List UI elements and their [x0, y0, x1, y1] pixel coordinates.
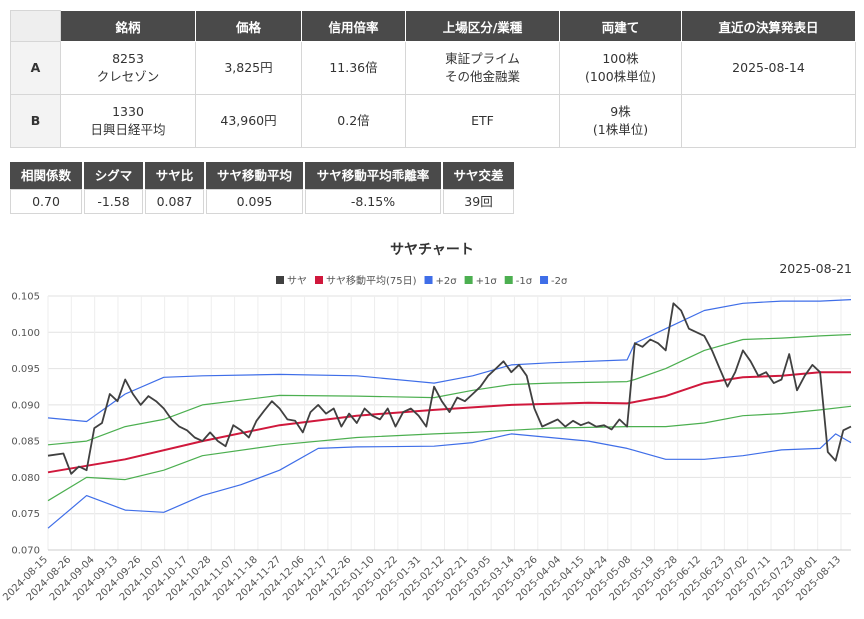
stat-value: -8.15%: [305, 189, 441, 214]
stat-label: シグマ: [84, 162, 143, 189]
stat-label: サヤ移動平均乖離率: [305, 162, 441, 189]
stock-code: 1330: [112, 104, 144, 119]
stat-sigma: シグマ -1.58: [84, 162, 143, 214]
chart-grid: [47, 295, 851, 551]
chart-title: サヤチャート: [390, 242, 474, 258]
both-shares: 100株: [602, 51, 639, 66]
header-stock: 銘柄: [60, 10, 196, 42]
earnings-cell: [681, 94, 856, 148]
y-tick-label: 0.090: [11, 400, 40, 411]
y-tick-label: 0.085: [11, 437, 40, 448]
series-line-3: [47, 333, 852, 446]
legend-item[interactable]: -2σ: [540, 276, 568, 287]
legend-label: -1σ: [516, 276, 533, 287]
legend-swatch: [424, 276, 433, 284]
margin-ratio-cell: 11.36倍: [301, 41, 406, 95]
stock-name: 日興日経平均: [90, 122, 166, 137]
row-label: A: [10, 41, 61, 95]
stat-crossings: サヤ交差 39回: [443, 162, 514, 214]
y-tick-label: 0.100: [11, 328, 40, 339]
stat-label: サヤ移動平均: [206, 162, 303, 189]
y-tick-label: 0.105: [11, 292, 40, 303]
industry-name: その他金融業: [444, 69, 520, 84]
legend-label: サヤ: [287, 275, 307, 287]
earnings-cell: 2025-08-14: [681, 41, 856, 95]
market-cell: 東証プライム その他金融業: [405, 41, 560, 95]
x-axis: 2024-08-152024-08-262024-09-042024-09-13…: [1, 554, 843, 603]
legend-swatch: [276, 276, 284, 284]
legend-item[interactable]: +2σ: [424, 276, 458, 287]
legend-item[interactable]: サヤ: [276, 275, 307, 287]
legend-item[interactable]: +1σ: [464, 276, 498, 287]
stats-row: 相関係数 0.70 シグマ -1.58 サヤ比 0.087 サヤ移動平均 0.0…: [10, 162, 514, 214]
table-row: A 8253 クレセゾン 3,825円 11.36倍 東証プライム その他金融業 1…: [10, 41, 856, 95]
pair-info-table: 銘柄 価格 信用倍率 上場区分/業種 両建て 直近の決算発表日 A 8253 クレ…: [10, 10, 856, 148]
legend-item[interactable]: サヤ移動平均(75日): [315, 274, 417, 287]
stock-code: 8253: [112, 51, 144, 66]
stat-label: サヤ比: [145, 162, 204, 189]
corner-cell: [10, 10, 61, 42]
series-line-4: [47, 405, 852, 502]
chart-legend[interactable]: サヤ サヤ移動平均(75日) +2σ +1σ -1σ -2σ: [276, 274, 568, 287]
market-name: 東証プライム: [445, 51, 520, 66]
legend-label: -2σ: [551, 276, 568, 287]
price-cell: 43,960円: [195, 94, 302, 148]
header-earnings: 直近の決算発表日: [681, 10, 856, 42]
stat-label: サヤ交差: [443, 162, 514, 189]
stock-name: クレセゾン: [96, 69, 160, 84]
market-cell: ETF: [405, 94, 560, 148]
legend-label: サヤ移動平均(75日): [326, 274, 417, 287]
y-axis: 0.070 0.075 0.080 0.085 0.090 0.095 0.100 0.105: [11, 292, 40, 557]
header-price: 価格: [195, 10, 302, 42]
legend-item[interactable]: -1σ: [504, 276, 533, 287]
stat-correlation: 相関係数 0.70: [10, 162, 82, 214]
chart-date: 2025-08-21: [779, 261, 852, 276]
stock-cell[interactable]: 1330 日興日経平均: [60, 94, 196, 148]
header-margin-ratio: 信用倍率: [301, 10, 406, 42]
y-tick-label: 0.075: [11, 509, 40, 520]
legend-label: +1σ: [476, 276, 498, 287]
stat-label: 相関係数: [10, 162, 82, 189]
both-cell: 100株 (100株単位): [559, 41, 682, 95]
y-tick-label: 0.080: [11, 473, 40, 484]
header-market: 上場区分/業種: [405, 10, 560, 42]
stat-value: 39回: [443, 189, 514, 214]
legend-label: +2σ: [436, 276, 458, 287]
series-line-2: [47, 299, 852, 423]
y-tick-label: 0.095: [11, 364, 40, 375]
series-line-0: [47, 302, 852, 475]
legend-swatch: [540, 276, 549, 284]
both-shares: 9株: [610, 104, 631, 119]
stat-value: 0.095: [206, 189, 303, 214]
y-tick-label: 0.070: [11, 546, 40, 557]
stat-moving-average: サヤ移動平均 0.095: [206, 162, 303, 214]
saya-chart: サヤチャート 2025-08-21 サヤ サヤ移動平均(75日) +2σ +1σ -1σ…: [1, 242, 852, 603]
stock-cell[interactable]: 8253 クレセゾン: [60, 41, 196, 95]
header-both: 両建て: [559, 10, 682, 42]
series-line-5: [47, 433, 852, 529]
stat-value: 0.70: [10, 189, 82, 214]
both-cell: 9株 (1株単位): [559, 94, 682, 148]
unit-shares: (100株単位): [584, 69, 657, 84]
table-row: B 1330 日興日経平均 43,960円 0.2倍 ETF 9株 (1株単位): [10, 94, 856, 148]
stat-deviation: サヤ移動平均乖離率 -8.15%: [305, 162, 441, 214]
price-cell: 3,825円: [195, 41, 302, 95]
stat-saya-ratio: サヤ比 0.087: [145, 162, 204, 214]
stat-value: -1.58: [84, 189, 143, 214]
chart-series: [47, 299, 852, 529]
stat-value: 0.087: [145, 189, 204, 214]
row-label: B: [10, 94, 61, 148]
unit-shares: (1株単位): [592, 122, 649, 137]
legend-swatch: [315, 276, 323, 284]
legend-swatch: [464, 276, 473, 284]
margin-ratio-cell: 0.2倍: [301, 94, 406, 148]
legend-swatch: [504, 276, 513, 284]
market-name: ETF: [471, 113, 494, 128]
